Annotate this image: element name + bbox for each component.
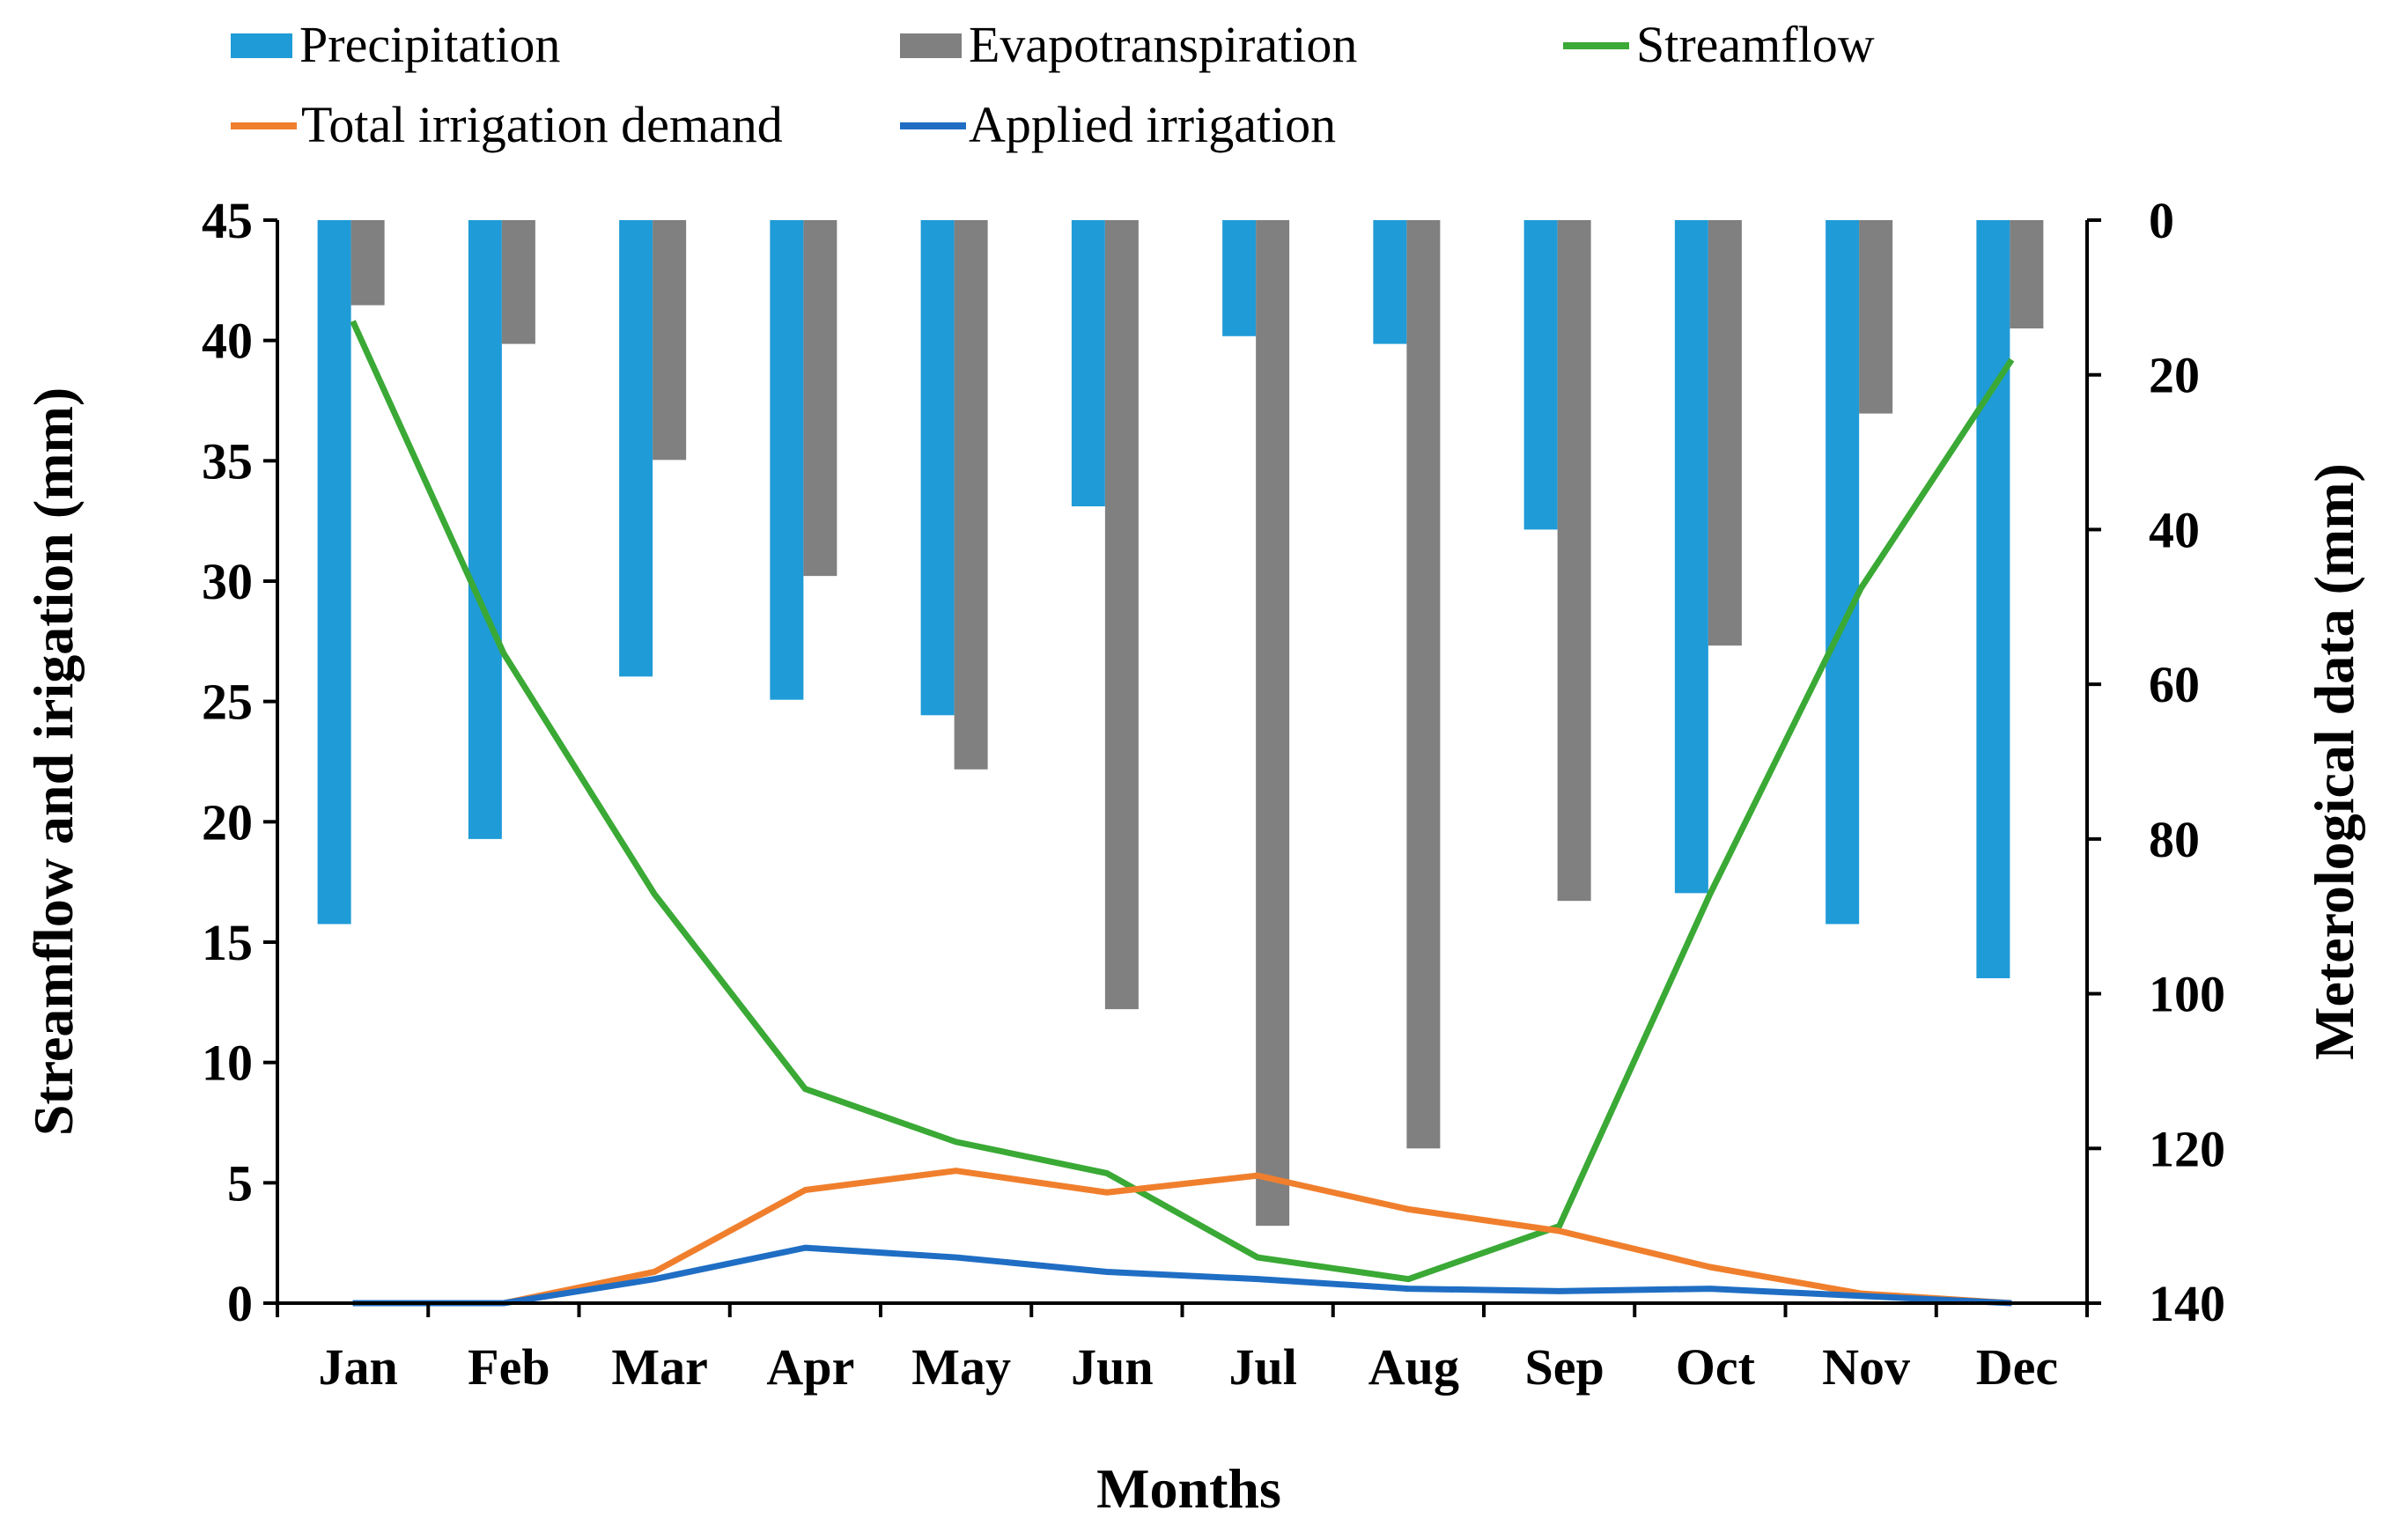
bar-precipitation-jun [1071,220,1105,507]
bar-evapotranspiration-aug [1406,220,1441,1149]
line-series-group [350,320,2015,1307]
bar-evapotranspiration-feb [501,220,535,344]
left-tick-label: 10 [202,1035,253,1092]
left-tick-label: 35 [202,432,253,490]
left-tick-label: 5 [227,1154,253,1212]
legend-swatch-precipitation [231,33,292,58]
bar-evapotranspiration-jan [350,220,385,306]
bar-evapotranspiration-sep [1557,220,1591,902]
bar-precipitation-jul [1222,220,1257,336]
left-tick-label: 40 [202,313,253,370]
legend-label-total-irrigation-demand: Total irrigation demand [301,96,783,153]
left-axis-title: Streamflow and irigation (mm) [22,387,85,1136]
line-streamflow [350,320,2015,1283]
x-tick-label-jun: Jun [1071,1338,1154,1396]
legend-label-precipitation: Precipitation [299,16,560,73]
bar-precipitation-sep [1523,220,1558,530]
bar-precipitation-jan [317,220,351,925]
bar-evapotranspiration-apr [803,220,837,577]
legend-label-applied-irrigation: Applied irrigation [969,96,1336,153]
line-total-irrigation-demand [352,1168,2012,1307]
right-tick-label: 20 [2149,347,2200,404]
x-tick-label-aug: Aug [1368,1338,1459,1396]
x-tick-label-may: May [911,1338,1011,1396]
bar-evapotranspiration-may [954,220,988,770]
legend: Precipitation Evapotranspiration Streamf… [231,16,1875,153]
x-tick-label-apr: Apr [766,1338,854,1396]
left-tick-label: 30 [202,553,253,610]
right-tick-label: 140 [2149,1275,2225,1332]
bar-evapotranspiration-oct [1708,220,1742,646]
right-axis-title: Meterological data (mm) [2303,463,2365,1060]
right-tick-label: 120 [2149,1120,2225,1177]
right-tick-label: 40 [2149,501,2200,558]
bar-precipitation-mar [619,220,653,677]
bar-precipitation-nov [1826,220,1860,925]
left-tick-label: 25 [202,674,253,731]
bar-series-group [317,220,2044,1227]
legend-label-evapotranspiration: Evapotranspiration [969,16,1357,73]
bar-evapotranspiration-dec [2010,220,2044,328]
right-tick-label: 80 [2149,811,2200,868]
bar-evapotranspiration-jul [1256,220,1290,1227]
right-tick-label: 0 [2149,192,2174,249]
bar-precipitation-feb [468,220,502,839]
x-tick-label-jan: Jan [318,1338,397,1396]
left-tick-label: 45 [202,192,253,249]
left-tick-label: 0 [227,1275,253,1332]
bar-precipitation-oct [1674,220,1708,894]
left-tick-label: 20 [202,793,253,851]
bar-evapotranspiration-nov [1859,220,1893,414]
x-tick-label-feb: Feb [468,1338,550,1396]
legend-swatch-evapotranspiration [900,33,962,58]
right-tick-label: 60 [2149,656,2200,713]
x-axis-title: Months [1096,1457,1281,1520]
x-tick-label-jul: Jul [1228,1338,1296,1396]
bar-precipitation-may [920,220,955,716]
x-tick-label-sep: Sep [1524,1338,1604,1396]
left-tick-label: 15 [202,914,253,971]
bar-evapotranspiration-mar [653,220,687,461]
legend-label-streamflow: Streamflow [1636,16,1875,73]
x-tick-label-oct: Oct [1676,1338,1756,1396]
line-applied-irrigation [352,1244,2012,1307]
x-tick-label-nov: Nov [1822,1338,1910,1396]
axes-group: 0 5 10 15 20 25 30 35 40 45 0 20 40 60 80 100 120 140 Jan F… [202,192,2225,1396]
right-tick-label: 100 [2149,966,2225,1023]
bar-evapotranspiration-jun [1104,220,1139,1010]
bar-precipitation-dec [1976,220,2010,978]
x-tick-label-mar: Mar [611,1338,708,1396]
bar-precipitation-apr [770,220,804,700]
x-tick-label-dec: Dec [1976,1338,2058,1396]
bar-precipitation-aug [1373,220,1407,344]
